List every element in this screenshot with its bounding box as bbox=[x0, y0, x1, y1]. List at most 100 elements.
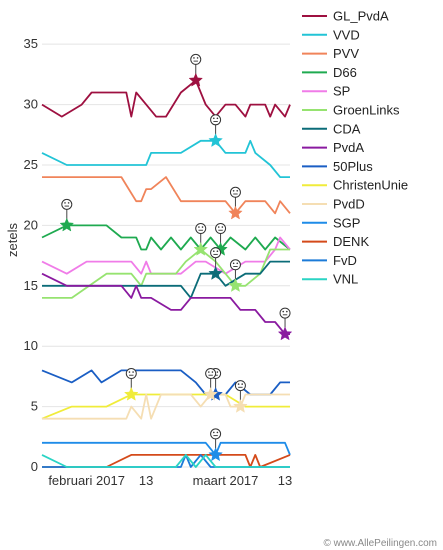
poll-marker bbox=[208, 114, 223, 148]
x-tick-label: 13 bbox=[139, 473, 153, 488]
legend-label: CDA bbox=[333, 121, 361, 136]
legend-item: CDA bbox=[302, 121, 361, 136]
y-axis-title: zetels bbox=[5, 223, 20, 257]
smiley-eye bbox=[198, 226, 200, 228]
smiley-eye bbox=[213, 431, 215, 434]
smiley-icon bbox=[215, 223, 227, 235]
series-line-sp bbox=[41, 236, 291, 275]
legend-label: ChristenUnie bbox=[333, 178, 408, 193]
series-line-gl-pvda bbox=[41, 79, 291, 118]
star-marker bbox=[233, 398, 248, 413]
star-marker bbox=[59, 217, 75, 232]
smiley-eye bbox=[128, 371, 131, 373]
poll-marker bbox=[228, 186, 243, 220]
legend-item: GL_PvdA bbox=[302, 9, 389, 24]
series-line-d66 bbox=[41, 224, 291, 251]
legend-label: VVD bbox=[333, 27, 360, 42]
smiley-eye bbox=[282, 310, 285, 313]
smiley-icon bbox=[279, 307, 291, 319]
star-marker bbox=[228, 205, 243, 220]
star-marker bbox=[208, 266, 223, 280]
legend-label: GroenLinks bbox=[333, 103, 400, 118]
smiley-icon bbox=[210, 114, 222, 126]
series-line-sgp bbox=[42, 441, 291, 456]
smiley-eye bbox=[221, 226, 224, 228]
legend-item: SP bbox=[302, 84, 350, 99]
smiley-icon bbox=[205, 368, 217, 380]
legend-item: PvdA bbox=[302, 140, 364, 155]
smiley-eye bbox=[217, 226, 220, 228]
series-lines bbox=[41, 79, 291, 468]
credit-text: © www.AllePeilingen.com bbox=[323, 538, 437, 549]
smiley-eye bbox=[201, 226, 204, 228]
poll-marker bbox=[193, 223, 209, 256]
legend-item: VNL bbox=[302, 272, 358, 287]
series-line-vnl bbox=[41, 454, 290, 468]
legend-item: PvdD bbox=[302, 197, 365, 212]
poll-marker bbox=[188, 53, 204, 87]
smiley-icon bbox=[125, 368, 137, 380]
x-tick-label: 13 bbox=[278, 473, 292, 488]
poll-marker bbox=[208, 428, 223, 462]
smiley-icon bbox=[229, 186, 241, 198]
legend-item: ChristenUnie bbox=[302, 178, 408, 193]
y-tick-label: 25 bbox=[24, 157, 38, 172]
poll-marker bbox=[59, 198, 75, 232]
star-marker bbox=[193, 241, 209, 256]
legend-label: VNL bbox=[333, 272, 358, 287]
poll-marker bbox=[123, 368, 139, 401]
series-markers bbox=[59, 53, 293, 462]
smiley-eye bbox=[237, 383, 240, 385]
legend-label: FvD bbox=[333, 253, 357, 268]
smiley-eye bbox=[216, 250, 219, 253]
legend-item: FvD bbox=[302, 253, 357, 268]
legend-label: PvdD bbox=[333, 197, 365, 212]
legend-label: PVV bbox=[333, 46, 359, 61]
smiley-eye bbox=[213, 250, 215, 253]
legend-label: DENK bbox=[333, 234, 369, 249]
smiley-eye bbox=[64, 202, 66, 204]
poll-marker bbox=[233, 380, 248, 413]
x-tick-label: maart 2017 bbox=[193, 473, 259, 488]
poll-marker bbox=[208, 247, 223, 280]
legend-label: 50Plus bbox=[333, 159, 373, 174]
legend-item: VVD bbox=[302, 27, 360, 42]
smiley-eye bbox=[216, 371, 219, 373]
series-line-pvda bbox=[41, 272, 290, 335]
smiley-eye bbox=[232, 189, 235, 192]
star-marker bbox=[188, 72, 204, 87]
poll-marker bbox=[228, 259, 243, 292]
y-tick-label: 30 bbox=[24, 97, 38, 112]
star-marker bbox=[277, 326, 293, 341]
star-marker bbox=[208, 447, 223, 462]
series-line-denk bbox=[42, 454, 291, 468]
smiley-eye bbox=[193, 57, 195, 59]
legend-item: GroenLinks bbox=[302, 103, 400, 118]
y-tick-label: 0 bbox=[31, 459, 38, 474]
star-marker bbox=[123, 386, 139, 401]
smiley-eye bbox=[236, 189, 239, 192]
smiley-eye bbox=[132, 371, 134, 373]
legend-label: D66 bbox=[333, 65, 357, 80]
smiley-eye bbox=[67, 202, 70, 204]
y-tick-labels: 0 5 10 15 20 25 30 35 bbox=[24, 36, 38, 474]
legend-label: SGP bbox=[333, 215, 360, 230]
legend-item: 50Plus bbox=[302, 159, 373, 174]
series-line-cda bbox=[42, 260, 290, 299]
star-marker bbox=[203, 386, 218, 401]
series-line-pvv bbox=[42, 176, 291, 215]
series-line-groenlinks bbox=[42, 248, 290, 299]
legend: GL_PvdA VVD PVV D66 SP GroenLinks CDA PvdA 50Plu… bbox=[302, 9, 408, 287]
series-line-vvd bbox=[41, 139, 290, 178]
smiley-eye bbox=[232, 262, 235, 265]
x-tick-label: februari 2017 bbox=[48, 473, 125, 488]
legend-label: GL_PvdA bbox=[333, 9, 389, 24]
poll-marker bbox=[203, 368, 218, 401]
poll-marker bbox=[277, 307, 293, 341]
smiley-eye bbox=[196, 57, 199, 59]
smiley-eye bbox=[208, 371, 210, 373]
smiley-icon bbox=[190, 53, 202, 65]
series-line-50plus bbox=[41, 369, 290, 396]
grid-lines bbox=[42, 43, 290, 468]
